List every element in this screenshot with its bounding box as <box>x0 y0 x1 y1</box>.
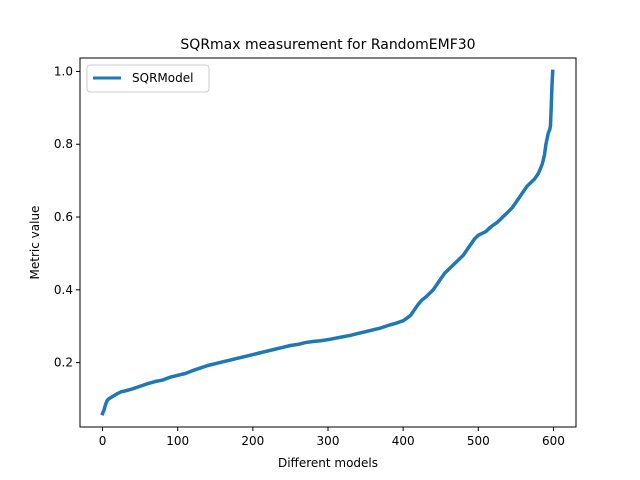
x-tick-label: 100 <box>166 434 189 448</box>
legend-label: SQRModel <box>132 71 193 85</box>
y-tick-label: 0.8 <box>54 137 73 151</box>
x-axis-ticks: 0 100 200 300 400 500 600 <box>99 427 565 448</box>
y-tick-label: 0.4 <box>54 283 73 297</box>
legend-box <box>86 64 210 93</box>
y-tick-label: 1.0 <box>54 64 73 78</box>
x-tick-label: 500 <box>467 434 490 448</box>
y-axis-ticks: 0.2 0.4 0.6 0.8 1.0 <box>54 64 80 370</box>
x-tick-label: 600 <box>542 434 565 448</box>
series-line-0 <box>100 69 555 416</box>
y-tick-label: 0.6 <box>54 210 73 224</box>
y-tick-label: 0.2 <box>54 356 73 370</box>
x-tick-label: 200 <box>241 434 264 448</box>
plot-area <box>100 69 555 416</box>
x-tick-label: 300 <box>317 434 340 448</box>
axes-frame <box>79 57 577 428</box>
x-tick-label: 0 <box>99 434 107 448</box>
axes <box>79 57 577 428</box>
chart-title: SQRmax measurement for RandomEMF30 <box>180 37 475 53</box>
x-tick-label: 400 <box>392 434 415 448</box>
y-axis-label: Metric value <box>28 206 42 280</box>
x-axis-label: Different models <box>278 456 378 470</box>
legend: SQRModel <box>86 64 210 93</box>
